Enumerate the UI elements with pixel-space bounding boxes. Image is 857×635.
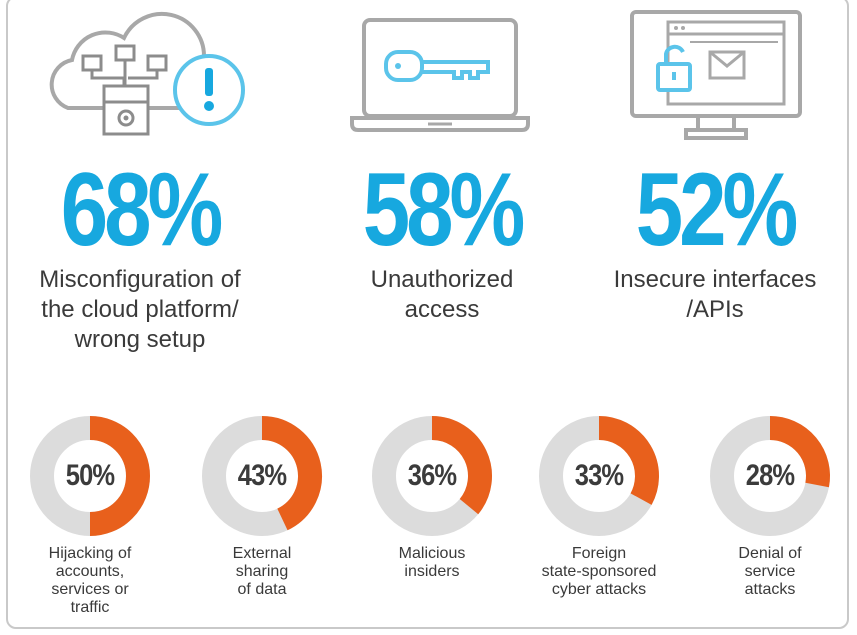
donut-label-2: External sharing of data xyxy=(232,545,292,598)
donut-chart-5: 28% xyxy=(708,414,832,538)
highlight-3-label: Insecure interfaces /APIs xyxy=(613,266,817,323)
donut-arc xyxy=(431,416,492,515)
highlight-2-percent: 58% xyxy=(362,152,525,268)
laptop-key-icon xyxy=(350,18,530,132)
donut-chart-4: 33% xyxy=(537,414,661,538)
donut-value-label: 33% xyxy=(574,459,624,492)
highlight-2-label: Unauthorized access xyxy=(370,266,514,323)
donut-value-label: 50% xyxy=(65,459,115,492)
donut-chart-2: 43% xyxy=(200,414,324,538)
donut-arc xyxy=(89,416,150,536)
donut-arc xyxy=(598,416,659,505)
highlight-1-label: Misconfiguration of the cloud platform/ … xyxy=(39,266,241,353)
donut-value-label: 43% xyxy=(237,459,287,492)
highlight-1-percent: 68% xyxy=(60,152,223,268)
monitor-lock-mail-icon xyxy=(630,10,802,140)
donut-chart-1: 50% xyxy=(28,414,152,538)
donut-label-5: Denial of service attacks xyxy=(738,545,802,598)
donut-label-4: Foreign state-sponsored cyber attacks xyxy=(541,545,657,598)
donut-arc xyxy=(261,416,322,531)
donut-label-1: Hijacking of accounts, services or traff… xyxy=(48,545,132,616)
highlight-3-percent: 52% xyxy=(635,152,798,268)
donut-chart-3: 36% xyxy=(370,414,494,538)
donut-value-label: 36% xyxy=(407,459,457,492)
cloud-network-alert-icon xyxy=(49,11,245,136)
infographic-frame xyxy=(6,0,849,629)
donut-value-label: 28% xyxy=(745,459,795,492)
donut-arc xyxy=(769,416,830,488)
donut-label-3: Malicious insiders xyxy=(398,545,466,580)
